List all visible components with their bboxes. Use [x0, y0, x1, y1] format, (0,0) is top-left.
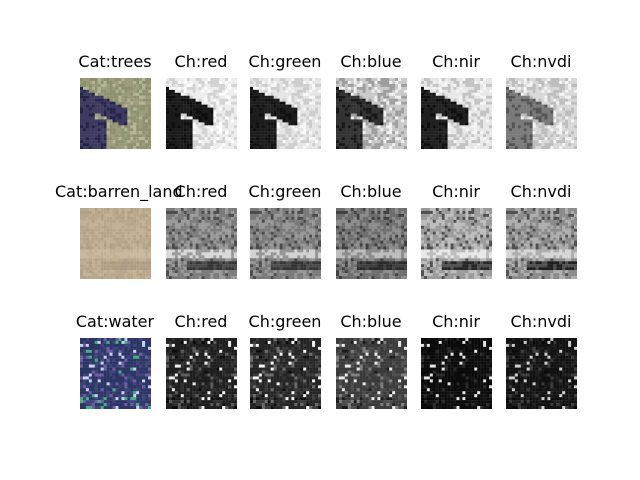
panel-r2-c0: Cat:water [55, 311, 175, 411]
panel-r2-c3: Ch:blue [311, 311, 431, 411]
panel-title: Ch:blue [340, 312, 402, 331]
panel-title: Ch:nir [432, 312, 480, 331]
image-thumbnail [506, 78, 577, 149]
panel-r2-c2: Ch:green [225, 311, 345, 411]
panel-r1-c1: Ch:red [141, 181, 261, 281]
panel-title: Cat:trees [78, 52, 152, 71]
panel-r1-c4: Ch:nir [396, 181, 516, 281]
image-thumbnail [250, 338, 321, 409]
panel-title: Cat:barren_land [55, 182, 183, 201]
image-thumbnail [506, 338, 577, 409]
image-thumbnail [421, 338, 492, 409]
panel-r1-c5: Ch:nvdi [481, 181, 601, 281]
panel-r0-c4: Ch:nir [396, 51, 516, 151]
panel-title: Ch:green [248, 182, 322, 201]
panel-r2-c1: Ch:red [141, 311, 261, 411]
panel-title: Ch:red [174, 182, 228, 201]
panel-r1-c2: Ch:green [225, 181, 345, 281]
panel-r1-c0: Cat:barren_land [55, 181, 183, 281]
image-thumbnail [80, 78, 151, 149]
image-thumbnail [336, 78, 407, 149]
panel-title: Ch:red [174, 52, 228, 71]
panel-r0-c5: Ch:nvdi [481, 51, 601, 151]
panel-title: Ch:blue [340, 52, 402, 71]
image-thumbnail [336, 338, 407, 409]
panel-title: Ch:nir [432, 182, 480, 201]
image-thumbnail [506, 208, 577, 279]
panel-r0-c1: Ch:red [141, 51, 261, 151]
image-thumbnail [421, 78, 492, 149]
image-thumbnail [250, 208, 321, 279]
image-thumbnail [250, 78, 321, 149]
panel-r2-c5: Ch:nvdi [481, 311, 601, 411]
panel-title: Ch:green [248, 52, 322, 71]
image-thumbnail [166, 208, 237, 279]
image-thumbnail [80, 338, 151, 409]
panel-title: Ch:green [248, 312, 322, 331]
panel-title: Ch:nir [432, 52, 480, 71]
panel-title: Cat:water [75, 312, 155, 331]
image-thumbnail [166, 338, 237, 409]
panel-title: Ch:nvdi [510, 312, 572, 331]
panel-title: Ch:red [174, 312, 228, 331]
panel-r0-c0: Cat:trees [55, 51, 175, 151]
panel-title: Ch:nvdi [510, 52, 572, 71]
image-thumbnail [166, 78, 237, 149]
panel-r1-c3: Ch:blue [311, 181, 431, 281]
image-thumbnail [80, 208, 151, 279]
panel-title: Ch:nvdi [510, 182, 572, 201]
panel-title: Ch:blue [340, 182, 402, 201]
image-thumbnail [421, 208, 492, 279]
image-thumbnail [336, 208, 407, 279]
panel-r0-c3: Ch:blue [311, 51, 431, 151]
panel-r0-c2: Ch:green [225, 51, 345, 151]
panel-r2-c4: Ch:nir [396, 311, 516, 411]
